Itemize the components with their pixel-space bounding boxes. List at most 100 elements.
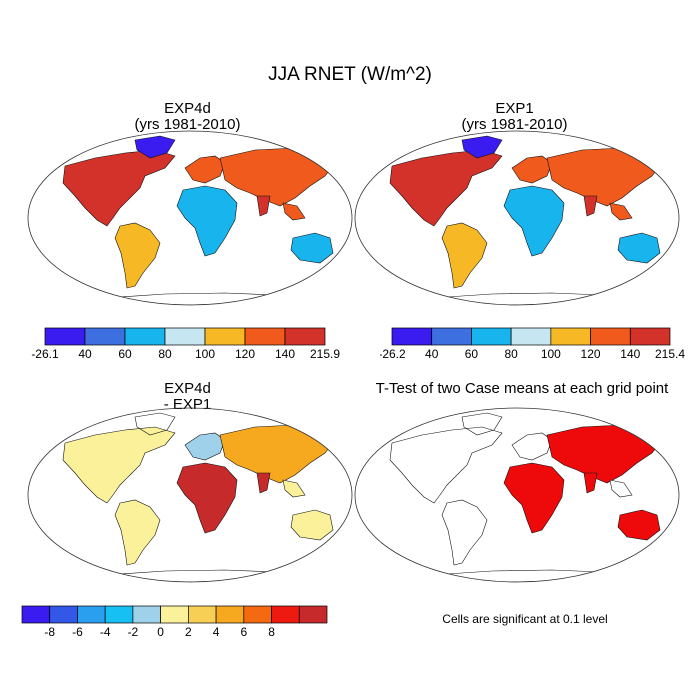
colorbar-tick-label: -6 bbox=[72, 625, 83, 639]
colorbar-swatch bbox=[49, 605, 78, 624]
panel-title-line1: EXP4d bbox=[164, 380, 211, 397]
land-europe bbox=[511, 432, 553, 461]
colorbar-tick-label: 0 bbox=[157, 625, 164, 639]
colorbar-tick-label: 8 bbox=[268, 625, 275, 639]
colorbar-swatch bbox=[77, 605, 106, 624]
land-southeast-asia bbox=[609, 479, 633, 498]
colorbar-tick-label: -26.1 bbox=[31, 347, 59, 361]
land-north-america bbox=[62, 149, 176, 227]
colorbar-swatch bbox=[21, 605, 51, 624]
panel-title-exp4d: EXP4d (yrs 1981-2010) bbox=[25, 101, 350, 133]
land-africa bbox=[176, 185, 238, 257]
map-land-group bbox=[389, 135, 663, 305]
land-europe bbox=[511, 155, 553, 184]
colorbar-tick-label: 100 bbox=[195, 347, 215, 361]
panel-title-line1: EXP1 bbox=[495, 100, 534, 117]
colorbar-exp1: -26.2 40 60 80 100 120 140 215.4 bbox=[380, 327, 685, 361]
map-exp1 bbox=[354, 130, 680, 306]
colorbar-swatch bbox=[204, 327, 246, 346]
colorbar-exp4d: -26.1 40 60 80 100 120 140 215.9 bbox=[31, 327, 340, 361]
map-boundary bbox=[27, 130, 353, 306]
land-india bbox=[583, 195, 598, 217]
land-greenland bbox=[461, 135, 503, 159]
panel-title-ttest: T-Test of two Case means at each grid po… bbox=[352, 381, 692, 397]
colorbar-swatch bbox=[164, 327, 206, 346]
map-exp4d-minus-exp1 bbox=[27, 407, 353, 583]
land-south-america bbox=[114, 499, 161, 566]
colorbar-swatch bbox=[160, 605, 189, 624]
land-africa bbox=[176, 462, 238, 534]
colorbar-tick-label: 140 bbox=[275, 347, 295, 361]
colorbar-swatch bbox=[243, 605, 272, 624]
colorbar-tick-label: 60 bbox=[118, 347, 132, 361]
land-southeast-asia bbox=[609, 202, 633, 221]
colorbar-tick-label: 40 bbox=[425, 347, 439, 361]
colorbar-tick-label: 120 bbox=[581, 347, 601, 361]
land-australia bbox=[290, 232, 334, 264]
colorbar-tick-label: 6 bbox=[240, 625, 247, 639]
panel-title-line2: (yrs 1981-2010) bbox=[461, 116, 568, 133]
colorbar-tick-label: 80 bbox=[504, 347, 518, 361]
panel-title-exp1: EXP1 (yrs 1981-2010) bbox=[352, 101, 677, 133]
land-asia bbox=[546, 147, 663, 207]
land-north-america bbox=[389, 426, 503, 504]
map-ttest-significance bbox=[354, 407, 680, 583]
land-greenland bbox=[461, 412, 503, 436]
colorbar-tick-label: 100 bbox=[541, 347, 561, 361]
land-north-america bbox=[389, 149, 503, 227]
colorbar-swatch bbox=[510, 327, 552, 346]
colorbar-tick-label: -4 bbox=[100, 625, 111, 639]
map-boundary bbox=[354, 130, 680, 306]
colorbar-swatch bbox=[188, 605, 217, 624]
colorbar-tick-label: -2 bbox=[128, 625, 139, 639]
land-southeast-asia bbox=[282, 202, 306, 221]
panel-title-line2: (yrs 1981-2010) bbox=[134, 116, 241, 133]
land-south-america bbox=[441, 222, 488, 289]
land-asia bbox=[219, 424, 336, 484]
colorbar-swatch bbox=[298, 605, 328, 624]
panel-title-line1: T-Test of two Case means at each grid po… bbox=[375, 380, 669, 397]
colorbar-tick-label: -8 bbox=[44, 625, 55, 639]
colorbar-swatch bbox=[391, 327, 433, 346]
colorbar-tick-label: 80 bbox=[158, 347, 172, 361]
map-land-group bbox=[389, 412, 663, 582]
colorbar-swatch bbox=[431, 327, 472, 346]
land-india bbox=[256, 195, 271, 217]
colorbar-tick-label: 60 bbox=[465, 347, 479, 361]
colorbar-tick-label: 4 bbox=[213, 625, 220, 639]
colorbar-tick-label: 2 bbox=[185, 625, 192, 639]
colorbar-swatch bbox=[244, 327, 286, 346]
land-southeast-asia bbox=[282, 479, 306, 498]
land-asia bbox=[219, 147, 336, 207]
map-land-group bbox=[62, 135, 336, 305]
colorbar-swatch bbox=[132, 605, 161, 624]
land-india bbox=[583, 472, 598, 494]
colorbar-tick-label: 215.9 bbox=[310, 347, 340, 361]
colorbar-tick-label: 40 bbox=[78, 347, 92, 361]
land-europe bbox=[184, 432, 226, 461]
colorbar-swatch bbox=[84, 327, 126, 346]
colorbar-swatch bbox=[550, 327, 591, 346]
map-land-group bbox=[62, 412, 336, 582]
colorbar-tick-label: 215.4 bbox=[655, 347, 685, 361]
colorbar-diff: -8 -6 -4 -2 0 2 4 6 8 bbox=[21, 605, 328, 639]
map-boundary bbox=[27, 407, 353, 583]
map-boundary bbox=[354, 407, 680, 583]
land-south-america bbox=[114, 222, 161, 289]
colorbar-swatch bbox=[44, 327, 86, 346]
land-australia bbox=[617, 232, 661, 264]
colorbar-swatch bbox=[629, 327, 671, 346]
land-greenland bbox=[134, 412, 176, 436]
land-greenland bbox=[134, 135, 176, 159]
colorbar-tick-label: -26.2 bbox=[380, 347, 406, 361]
colorbar-swatch bbox=[104, 605, 134, 624]
significance-note: Cells are significant at 0.1 level bbox=[442, 612, 608, 626]
land-africa bbox=[503, 185, 565, 257]
colorbar-tick-label: 120 bbox=[235, 347, 255, 361]
colorbar-swatch bbox=[590, 327, 631, 346]
colorbar-swatch bbox=[471, 327, 512, 346]
colorbar-swatch bbox=[215, 605, 245, 624]
panel-title-line1: EXP4d bbox=[164, 100, 211, 117]
land-north-america bbox=[62, 426, 176, 504]
colorbar-swatch bbox=[124, 327, 166, 346]
